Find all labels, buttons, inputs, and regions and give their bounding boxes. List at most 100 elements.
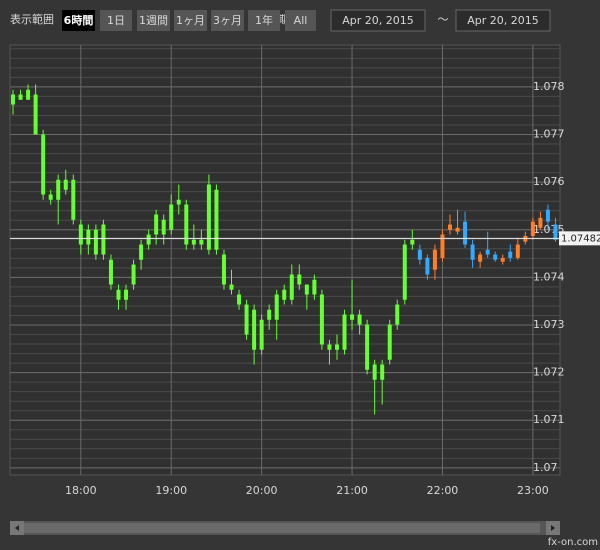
date-separator: 〜 xyxy=(438,13,449,26)
candle-body xyxy=(485,249,490,255)
candle-body xyxy=(124,289,129,300)
range-button[interactable] xyxy=(211,10,244,31)
candle-body xyxy=(515,244,520,258)
candle-body xyxy=(56,179,61,200)
candle-body xyxy=(274,294,279,320)
range-button[interactable] xyxy=(248,10,280,31)
range-button-label[interactable]: 1年 xyxy=(255,13,273,27)
candle-body xyxy=(372,364,377,380)
candle-body xyxy=(500,257,505,262)
candle-body xyxy=(440,234,445,258)
last-price-label: 1.07482 xyxy=(561,233,600,244)
candle-body xyxy=(493,254,498,260)
candle-body xyxy=(146,234,151,245)
candle-body xyxy=(229,284,234,290)
y-tick-label: 1.074 xyxy=(533,270,565,283)
candle-body xyxy=(169,204,174,230)
range-button[interactable] xyxy=(100,10,132,31)
x-tick-label: 22:00 xyxy=(427,484,459,497)
candle-body xyxy=(432,249,437,270)
y-tick-label: 1.07 xyxy=(533,461,558,474)
candle-body xyxy=(387,324,392,360)
candle-body xyxy=(176,199,181,205)
scroll-thumb[interactable] xyxy=(24,523,540,533)
candle-body xyxy=(116,289,121,300)
candle-body xyxy=(244,304,249,335)
candle-body xyxy=(463,221,468,245)
x-tick-label: 21:00 xyxy=(336,484,368,497)
candle-body xyxy=(553,224,558,240)
range-button-label[interactable]: All xyxy=(294,14,308,27)
candle-body xyxy=(402,244,407,300)
range-button[interactable] xyxy=(137,10,170,31)
candle-body xyxy=(63,179,68,190)
candle-body xyxy=(33,94,38,135)
candle-body xyxy=(184,204,189,245)
date-to[interactable]: Apr 20, 2015 xyxy=(467,14,539,27)
arrow-left xyxy=(15,525,19,531)
range-button-label[interactable]: 1ヶ月 xyxy=(176,14,205,27)
last-price-box xyxy=(559,231,600,246)
y-tick-label: 1.073 xyxy=(533,318,565,331)
x-tick-label: 23:00 xyxy=(517,484,549,497)
candle-body xyxy=(530,221,535,236)
candle-body xyxy=(327,344,332,350)
source: fx-on.com xyxy=(548,537,598,548)
candle-body xyxy=(93,229,98,255)
candle-body xyxy=(538,217,543,228)
candle-body xyxy=(161,219,166,235)
y-tick-label: 1.072 xyxy=(533,366,565,379)
x-tick-label: 19:00 xyxy=(155,484,187,497)
candle-body xyxy=(154,214,159,235)
candle-body xyxy=(357,314,362,325)
candle-body xyxy=(26,89,31,100)
range-button-label[interactable]: 6時間 xyxy=(64,13,94,27)
candle-body xyxy=(48,194,53,200)
candle-body xyxy=(380,364,385,380)
candle-body xyxy=(304,284,309,295)
date-from-box[interactable] xyxy=(330,9,426,32)
candle-body xyxy=(350,314,355,320)
candle-body xyxy=(478,254,483,262)
y-tick-label: 1.076 xyxy=(533,175,565,188)
range-button[interactable] xyxy=(62,10,95,31)
candle-body xyxy=(448,224,452,230)
candle-body xyxy=(297,274,302,285)
range-button-label[interactable]: 1日 xyxy=(107,14,125,27)
candle-body xyxy=(334,344,339,350)
candle-body xyxy=(237,294,242,305)
candle-body xyxy=(199,239,204,245)
y-tick-label: 1.077 xyxy=(533,128,565,141)
candle-body xyxy=(365,324,370,370)
candle-body xyxy=(470,244,475,260)
candle-body xyxy=(545,209,550,222)
date-from[interactable]: Apr 20, 2015 xyxy=(342,14,414,27)
x-tick-label: 20:00 xyxy=(246,484,278,497)
range-button[interactable] xyxy=(285,10,316,31)
candle-body xyxy=(101,224,106,255)
range-label: 表示範囲 xyxy=(10,12,54,26)
candle-body xyxy=(267,309,272,320)
plot-area xyxy=(9,44,561,476)
candle-body xyxy=(395,304,400,325)
candle-body xyxy=(11,94,16,105)
candle-body xyxy=(455,227,460,232)
y-tick-label: 1.071 xyxy=(533,413,565,426)
candle-body xyxy=(319,294,324,345)
date-to-box[interactable] xyxy=(455,9,551,32)
candle-body xyxy=(342,314,347,350)
candle-body xyxy=(417,249,422,260)
candle-body xyxy=(206,184,211,250)
range-button-label[interactable]: 1週間 xyxy=(139,14,168,27)
arrow-right xyxy=(551,525,555,531)
range-button[interactable] xyxy=(174,10,207,31)
range-button-label[interactable]: 3ヶ月 xyxy=(213,14,242,27)
candle-body xyxy=(86,229,91,245)
x-tick-label: 18:00 xyxy=(65,484,97,497)
candle-body xyxy=(78,224,83,245)
candle-body xyxy=(252,309,257,350)
candle-body xyxy=(312,279,317,295)
candle-body xyxy=(282,289,287,300)
